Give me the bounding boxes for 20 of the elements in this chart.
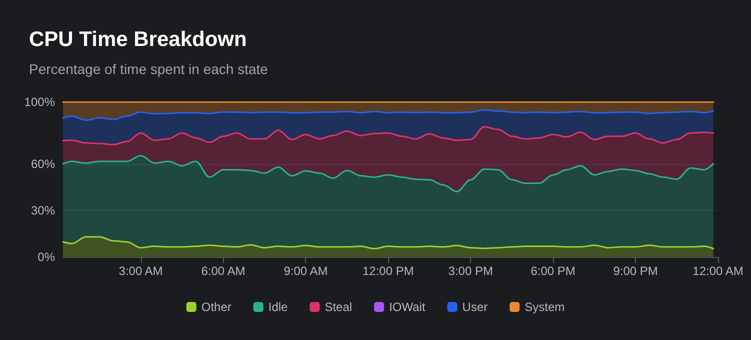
x-tick-label: 6:00 PM — [530, 264, 576, 278]
legend-label: Other — [201, 300, 232, 314]
y-tick-label: 100% — [24, 95, 56, 109]
chart-title: CPU Time Breakdown — [29, 28, 247, 51]
legend-label: User — [462, 300, 488, 314]
x-tick-label: 9:00 PM — [613, 264, 658, 278]
legend-label: System — [524, 300, 565, 314]
legend-label: Idle — [268, 300, 288, 314]
x-tick-label: 9:00 AM — [284, 264, 328, 278]
y-tick-label: 0% — [38, 250, 56, 264]
x-tick-label: 12:00 AM — [692, 264, 744, 278]
legend-label: Steal — [324, 300, 352, 314]
x-tick-label: 6:00 AM — [201, 264, 246, 278]
x-tick-label: 3:00 AM — [118, 264, 163, 278]
y-tick-label: 30% — [30, 204, 56, 218]
x-tick-label: 3:00 PM — [448, 264, 493, 278]
chart-subtitle: Percentage of time spent in each state — [29, 61, 268, 77]
legend-label: IOWait — [389, 300, 426, 314]
y-tick-label: 60% — [30, 157, 56, 171]
x-tick-label: 12:00 PM — [362, 264, 414, 278]
